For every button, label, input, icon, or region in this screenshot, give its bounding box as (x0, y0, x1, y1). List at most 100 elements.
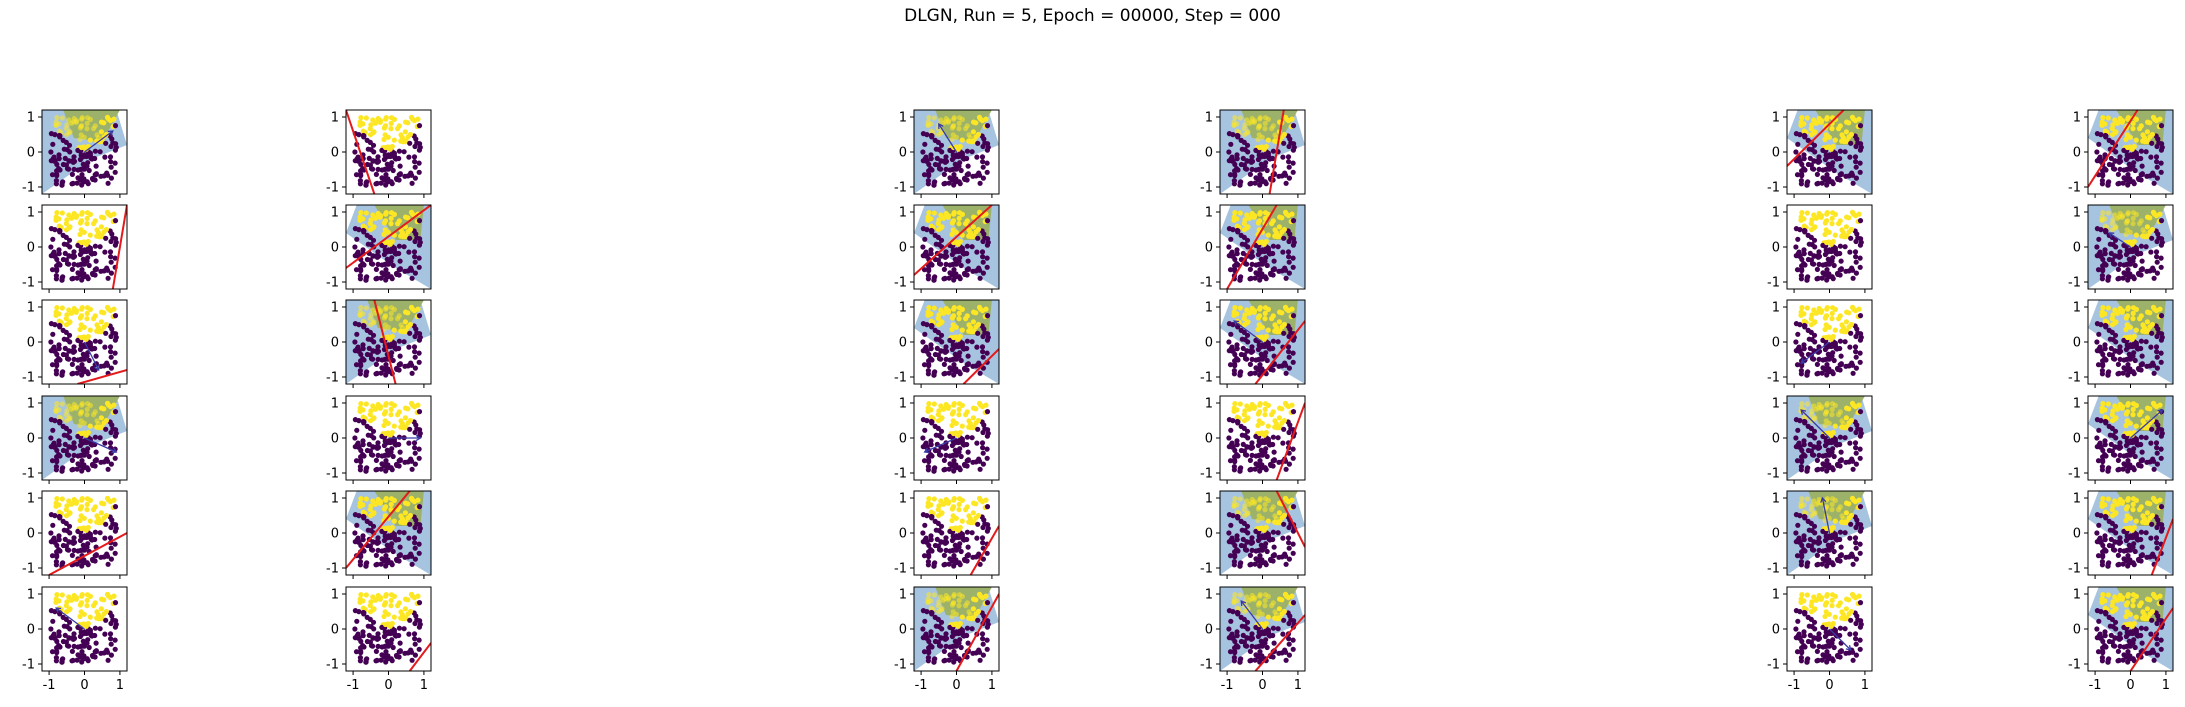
data-point (1799, 168, 1805, 174)
data-point (358, 358, 364, 364)
data-point (54, 256, 60, 262)
data-point (64, 337, 70, 343)
data-point (391, 306, 397, 312)
data-point (372, 120, 378, 126)
data-point (1269, 412, 1275, 418)
data-point (87, 306, 93, 312)
data-point (98, 224, 104, 230)
data-point (393, 251, 399, 257)
data-point (2148, 249, 2154, 255)
data-point (69, 171, 75, 177)
data-point (368, 452, 375, 458)
data-point (1799, 401, 1805, 407)
data-point (955, 527, 961, 533)
data-point (2158, 455, 2164, 461)
data-point (2143, 435, 2149, 441)
data-point (2135, 175, 2142, 182)
data-point (920, 530, 926, 536)
data-point (64, 261, 71, 267)
data-point (928, 247, 934, 253)
data-point (2109, 126, 2115, 132)
data-point (1823, 409, 1829, 415)
weight-arrowhead (94, 364, 100, 372)
data-point (103, 235, 109, 241)
data-point (961, 251, 967, 257)
data-point (1290, 350, 1296, 356)
data-point (2149, 140, 2155, 146)
data-point (926, 351, 932, 357)
data-point (1259, 324, 1265, 330)
data-point (375, 547, 381, 554)
data-point (1290, 264, 1296, 270)
y-tick-label: 0 (1205, 336, 1213, 351)
data-point (2115, 266, 2121, 272)
data-point (1232, 401, 1238, 407)
data-point (1828, 336, 1834, 342)
data-point (2132, 167, 2138, 174)
data-point (928, 346, 934, 352)
hyperplane-line (914, 205, 993, 276)
data-point (942, 540, 948, 546)
data-point (964, 529, 971, 535)
data-point (352, 149, 358, 155)
data-point (1252, 370, 1258, 376)
data-point (79, 305, 85, 311)
data-point (390, 357, 396, 364)
data-point (975, 426, 981, 432)
data-point (2133, 245, 2139, 251)
data-point (2103, 324, 2109, 330)
data-point (384, 161, 390, 167)
data-point (1801, 346, 1807, 352)
data-point (73, 500, 79, 506)
data-point (2158, 446, 2164, 452)
data-point (411, 344, 418, 350)
data-point (388, 120, 394, 126)
data-point (374, 540, 380, 546)
data-point (2133, 340, 2139, 346)
data-point (1248, 254, 1254, 260)
data-point (921, 362, 928, 368)
data-point (2142, 234, 2148, 240)
data-point (2150, 400, 2157, 406)
data-point (360, 318, 366, 324)
data-point (91, 126, 97, 132)
data-point (411, 535, 418, 541)
data-point (936, 433, 942, 439)
data-point (943, 356, 949, 362)
data-point (924, 132, 930, 138)
data-point (1257, 210, 1263, 216)
data-point (417, 236, 423, 242)
data-point (1815, 254, 1821, 260)
data-point (977, 275, 983, 281)
data-point (2143, 244, 2149, 250)
data-point (108, 556, 114, 562)
data-point (2121, 337, 2127, 343)
data-point (2135, 156, 2141, 162)
data-point (1232, 358, 1238, 364)
data-point (1234, 414, 1240, 420)
data-point (86, 167, 92, 174)
data-point (2150, 265, 2156, 271)
data-point (977, 466, 983, 472)
data-point (1273, 135, 1279, 141)
data-point (2123, 442, 2129, 449)
data-point (2094, 339, 2100, 345)
data-point (942, 561, 948, 568)
data-point (105, 561, 111, 567)
data-point (936, 452, 943, 458)
data-point (1234, 251, 1240, 257)
data-point (1801, 152, 1807, 158)
data-point (2153, 154, 2160, 160)
data-point (2151, 370, 2157, 376)
y-tick-label: -1 (2068, 371, 2081, 386)
data-point (99, 119, 105, 125)
data-point (50, 141, 56, 147)
data-point (2126, 447, 2132, 453)
data-point (2153, 440, 2160, 446)
data-point (1826, 324, 1832, 330)
data-point (1831, 167, 1837, 174)
data-point (1857, 123, 1864, 129)
hyperplane-line (346, 205, 431, 269)
data-point (1249, 115, 1255, 122)
subplot-panel: -101 (1200, 299, 1306, 388)
